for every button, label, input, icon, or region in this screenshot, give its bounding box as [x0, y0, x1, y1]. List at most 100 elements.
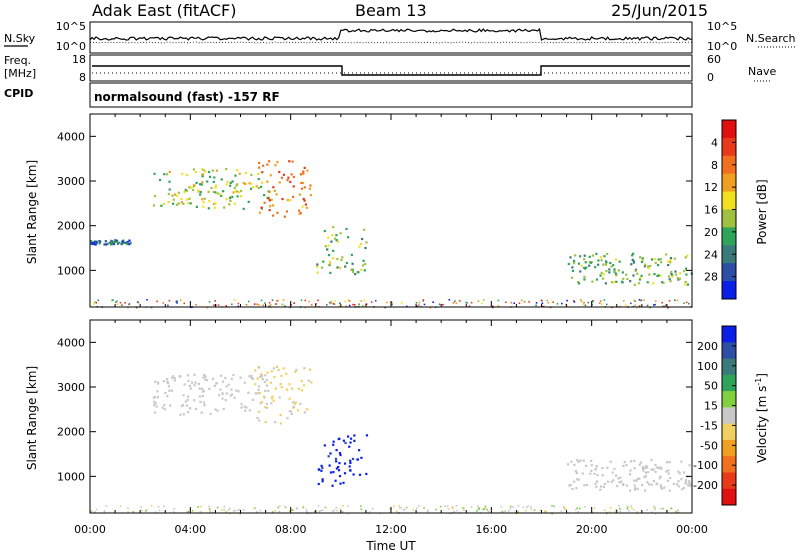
nsearch-tick-bottom: 10^0	[707, 40, 737, 53]
data-cell	[525, 506, 528, 509]
data-cell	[463, 509, 465, 511]
data-cell	[358, 303, 360, 306]
data-cell	[589, 472, 592, 475]
data-cell	[486, 508, 488, 511]
data-cell	[668, 278, 671, 281]
data-cell	[201, 168, 204, 171]
data-cell	[111, 299, 113, 302]
data-cell	[201, 175, 204, 178]
colorbar-swatch	[722, 326, 736, 343]
data-cell	[658, 477, 661, 480]
data-cell	[663, 486, 666, 489]
data-cell	[629, 469, 632, 472]
data-cell	[253, 303, 256, 305]
data-cell	[631, 258, 634, 261]
data-cell	[265, 384, 269, 387]
data-cell	[361, 264, 365, 267]
data-cell	[288, 383, 291, 386]
data-cell	[202, 201, 205, 204]
colorbar-swatch	[722, 281, 736, 300]
data-cell	[203, 404, 206, 407]
data-cell	[626, 506, 629, 508]
data-cell	[567, 262, 570, 266]
data-cell	[155, 405, 158, 408]
freq-tick-bottom: 8	[79, 71, 86, 84]
data-cell	[269, 205, 272, 208]
data-cell	[685, 301, 688, 304]
station-title: Adak East (fitACF)	[92, 1, 236, 20]
data-cell	[580, 300, 583, 303]
data-cell	[584, 261, 587, 264]
data-cell	[686, 254, 689, 257]
data-cell	[451, 506, 454, 509]
data-cell	[667, 260, 670, 263]
data-cell	[350, 268, 353, 271]
data-cell	[482, 299, 485, 301]
data-cell	[216, 506, 219, 509]
colorbar-swatch	[722, 173, 736, 193]
data-cell	[299, 173, 303, 176]
data-cell	[601, 277, 605, 280]
data-cell	[552, 301, 555, 304]
data-cell	[640, 260, 644, 264]
data-cell	[175, 300, 178, 303]
data-cell	[340, 258, 343, 262]
data-cell	[209, 412, 212, 416]
data-cell	[639, 256, 642, 259]
data-cell	[620, 280, 624, 283]
data-cell	[667, 472, 670, 475]
data-cell	[626, 507, 629, 510]
data-cell	[579, 270, 582, 273]
data-cell	[647, 265, 650, 268]
data-cell	[236, 190, 239, 193]
data-cell	[680, 478, 683, 481]
data-cell	[239, 512, 241, 515]
data-cell	[603, 255, 606, 258]
data-cell	[606, 466, 609, 469]
data-cell	[212, 190, 215, 193]
data-cell	[153, 404, 156, 407]
beam-title: Beam 13	[355, 1, 427, 20]
data-cell	[659, 274, 662, 277]
data-cell	[325, 304, 328, 306]
data-cell	[284, 305, 286, 307]
nave-tick-top: 60	[707, 53, 721, 66]
data-cell	[336, 240, 339, 243]
data-cell	[533, 509, 536, 511]
data-cell	[344, 441, 347, 445]
data-cell	[156, 300, 158, 303]
data-cell	[599, 300, 602, 302]
data-cell	[348, 445, 351, 448]
data-cell	[291, 160, 294, 163]
data-cell	[221, 397, 224, 400]
nave-tick-bottom: 0	[707, 71, 714, 84]
data-cell	[463, 507, 465, 509]
data-cell	[618, 481, 621, 484]
data-cell	[265, 378, 268, 382]
data-cell	[225, 510, 227, 513]
data-cell	[270, 198, 273, 201]
data-cell	[280, 374, 283, 378]
data-cell	[223, 206, 226, 209]
data-cell	[230, 388, 233, 391]
data-cell	[90, 511, 92, 513]
data-cell	[268, 302, 271, 304]
data-cell	[688, 484, 691, 487]
data-cell	[650, 468, 653, 471]
data-cell	[352, 303, 354, 306]
data-cell	[269, 381, 272, 384]
data-cell	[215, 382, 218, 385]
data-cell	[114, 239, 117, 242]
data-cell	[218, 193, 221, 196]
data-cell	[200, 387, 203, 390]
data-cell	[625, 484, 628, 487]
data-cell	[342, 439, 346, 442]
data-cell	[667, 275, 671, 278]
data-cell	[190, 186, 193, 189]
data-cell	[654, 300, 657, 302]
data-cell	[641, 467, 645, 470]
data-cell	[279, 413, 282, 417]
data-cell	[332, 257, 335, 260]
data-cell	[348, 465, 351, 468]
data-cell	[231, 195, 234, 199]
